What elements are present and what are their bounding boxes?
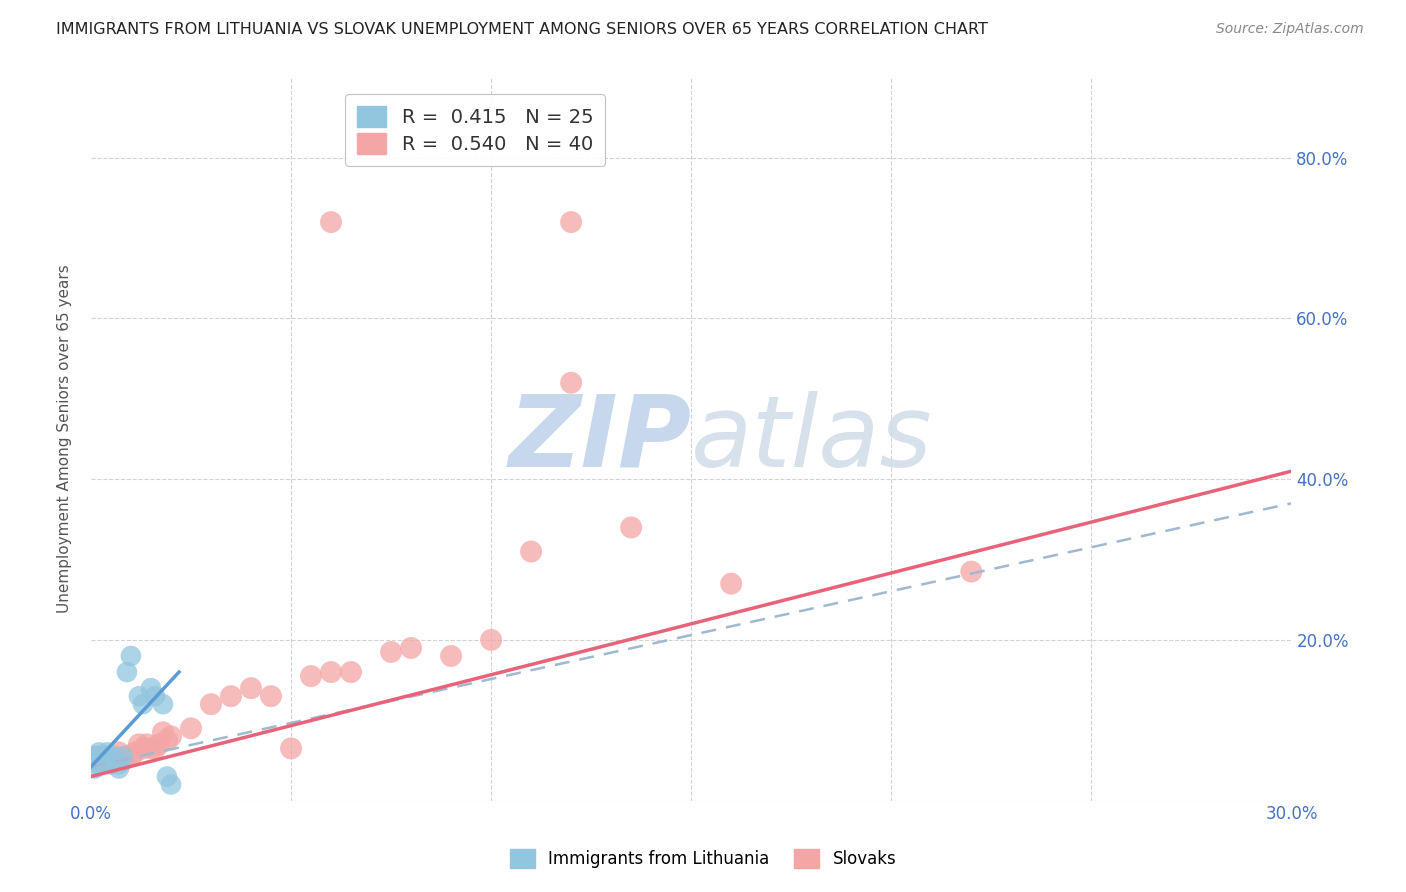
Point	[299, 669, 322, 683]
Point	[108, 757, 131, 772]
Y-axis label: Unemployment Among Seniors over 65 years: Unemployment Among Seniors over 65 years	[58, 265, 72, 614]
Point	[219, 689, 242, 703]
Point	[111, 749, 134, 764]
Legend: R =  0.415   N = 25, R =  0.540   N = 40: R = 0.415 N = 25, R = 0.540 N = 40	[346, 95, 605, 166]
Point	[139, 741, 162, 756]
Point	[84, 749, 107, 764]
Point	[160, 778, 183, 792]
Point	[240, 681, 263, 695]
Point	[160, 729, 183, 743]
Point	[960, 565, 983, 579]
Point	[124, 746, 146, 760]
Legend: Immigrants from Lithuania, Slovaks: Immigrants from Lithuania, Slovaks	[503, 843, 903, 875]
Point	[87, 749, 110, 764]
Point	[120, 749, 142, 764]
Text: ZIP: ZIP	[508, 391, 692, 488]
Point	[620, 520, 643, 534]
Point	[319, 665, 342, 679]
Point	[128, 689, 150, 703]
Point	[115, 749, 138, 764]
Point	[148, 737, 170, 751]
Point	[560, 376, 582, 390]
Point	[143, 741, 166, 756]
Point	[108, 746, 131, 760]
Point	[152, 697, 174, 711]
Point	[720, 576, 742, 591]
Point	[120, 648, 142, 663]
Point	[156, 770, 179, 784]
Point	[91, 749, 114, 764]
Point	[96, 754, 118, 768]
Point	[479, 632, 502, 647]
Text: Source: ZipAtlas.com: Source: ZipAtlas.com	[1216, 22, 1364, 37]
Point	[280, 741, 302, 756]
Point	[100, 749, 122, 764]
Point	[132, 741, 155, 756]
Text: atlas: atlas	[692, 391, 932, 488]
Point	[139, 681, 162, 695]
Point	[100, 754, 122, 768]
Point	[115, 665, 138, 679]
Point	[440, 648, 463, 663]
Point	[84, 754, 107, 768]
Point	[87, 757, 110, 772]
Point	[100, 757, 122, 772]
Point	[136, 737, 159, 751]
Point	[91, 754, 114, 768]
Point	[84, 762, 107, 776]
Point	[104, 754, 127, 768]
Point	[96, 749, 118, 764]
Point	[380, 645, 402, 659]
Point	[340, 665, 363, 679]
Point	[260, 689, 283, 703]
Point	[108, 762, 131, 776]
Point	[399, 640, 422, 655]
Point	[180, 721, 202, 735]
Point	[156, 733, 179, 747]
Point	[560, 215, 582, 229]
Text: IMMIGRANTS FROM LITHUANIA VS SLOVAK UNEMPLOYMENT AMONG SENIORS OVER 65 YEARS COR: IMMIGRANTS FROM LITHUANIA VS SLOVAK UNEM…	[56, 22, 988, 37]
Point	[84, 749, 107, 764]
Point	[319, 215, 342, 229]
Point	[87, 754, 110, 768]
Point	[520, 544, 543, 558]
Point	[87, 746, 110, 760]
Point	[96, 746, 118, 760]
Point	[143, 689, 166, 703]
Point	[111, 754, 134, 768]
Point	[152, 725, 174, 739]
Point	[200, 697, 222, 711]
Point	[132, 697, 155, 711]
Point	[91, 754, 114, 768]
Point	[104, 749, 127, 764]
Point	[128, 737, 150, 751]
